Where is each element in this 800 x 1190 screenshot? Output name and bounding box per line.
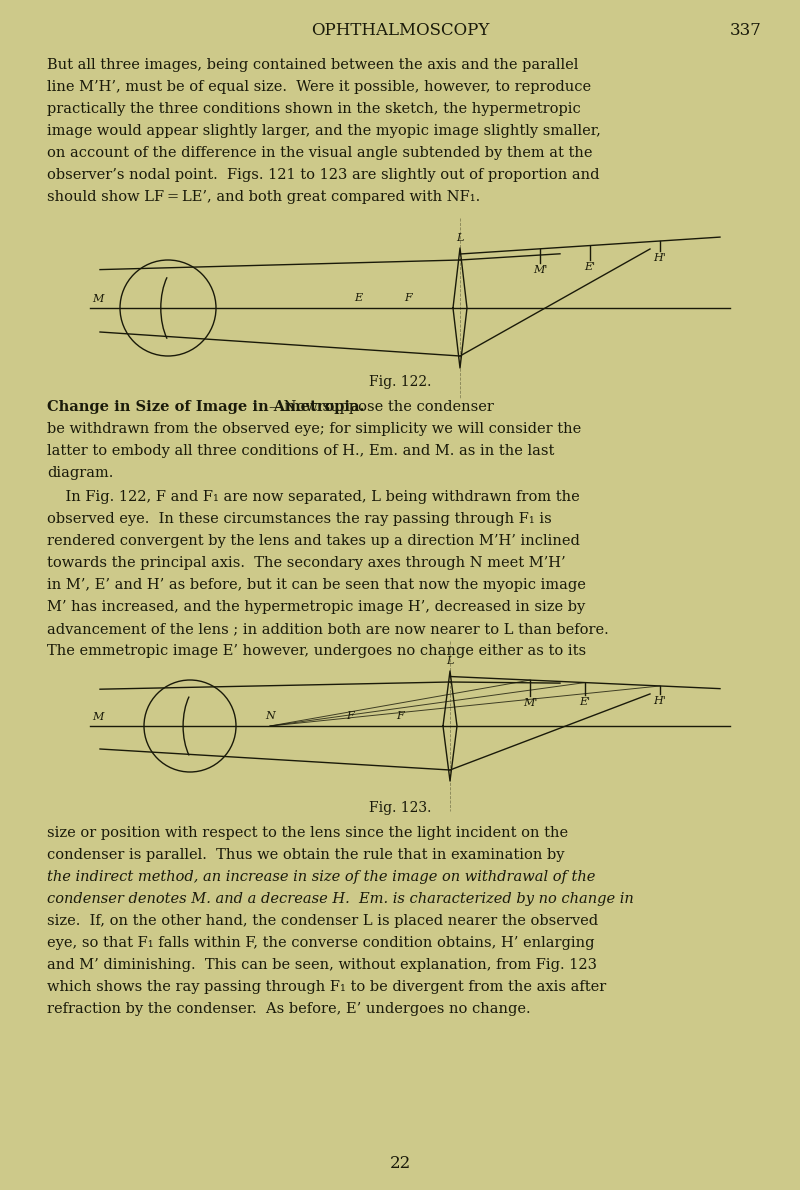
Text: F: F (346, 710, 354, 721)
Text: be withdrawn from the observed eye; for simplicity we will consider the: be withdrawn from the observed eye; for … (47, 422, 582, 436)
Text: In Fig. 122, F and F₁ are now separated, L being withdrawn from the: In Fig. 122, F and F₁ are now separated,… (47, 490, 580, 505)
Text: size or position with respect to the lens since the light incident on the: size or position with respect to the len… (47, 826, 568, 840)
Text: line M’H’, must be of equal size.  Were it possible, however, to reproduce: line M’H’, must be of equal size. Were i… (47, 80, 591, 94)
Text: condenser denotes M. and a decrease H.  Em. is characterized by no change in: condenser denotes M. and a decrease H. E… (47, 892, 634, 906)
Text: Fig. 122.: Fig. 122. (369, 375, 431, 389)
Text: and M’ diminishing.  This can be seen, without explanation, from Fig. 123: and M’ diminishing. This can be seen, wi… (47, 958, 597, 972)
Text: E': E' (585, 262, 595, 271)
Text: E: E (354, 293, 362, 303)
Text: But all three images, being contained between the axis and the parallel: But all three images, being contained be… (47, 58, 578, 73)
Text: in M’, E’ and H’ as before, but it can be seen that now the myopic image: in M’, E’ and H’ as before, but it can b… (47, 578, 586, 591)
Text: M’ has increased, and the hypermetropic image H’, decreased in size by: M’ has increased, and the hypermetropic … (47, 600, 586, 614)
Text: Fig. 123.: Fig. 123. (369, 801, 431, 815)
Text: size.  If, on the other hand, the condenser L is placed nearer the observed: size. If, on the other hand, the condens… (47, 914, 598, 928)
Text: condenser is parallel.  Thus we obtain the rule that in examination by: condenser is parallel. Thus we obtain th… (47, 848, 565, 862)
Text: E': E' (579, 696, 590, 707)
Text: on account of the difference in the visual angle subtended by them at the: on account of the difference in the visu… (47, 146, 593, 159)
Text: M: M (92, 294, 103, 303)
Text: should show LF = LE’, and both great compared with NF₁.: should show LF = LE’, and both great com… (47, 190, 480, 203)
Text: eye, so that F₁ falls within F, the converse condition obtains, H’ enlarging: eye, so that F₁ falls within F, the conv… (47, 937, 594, 950)
Text: OPHTHALMOSCOPY: OPHTHALMOSCOPY (311, 21, 489, 39)
Text: L: L (446, 656, 454, 666)
Text: F: F (396, 710, 404, 721)
Text: latter to embody all three conditions of H., Em. and M. as in the last: latter to embody all three conditions of… (47, 444, 554, 458)
Text: image would appear slightly larger, and the myopic image slightly smaller,: image would appear slightly larger, and … (47, 124, 601, 138)
Text: M': M' (523, 699, 537, 708)
Text: observer’s nodal point.  Figs. 121 to 123 are slightly out of proportion and: observer’s nodal point. Figs. 121 to 123… (47, 168, 599, 182)
Text: which shows the ray passing through F₁ to be divergent from the axis after: which shows the ray passing through F₁ t… (47, 981, 606, 994)
Text: F: F (404, 293, 412, 303)
Text: practically the three conditions shown in the sketch, the hypermetropic: practically the three conditions shown i… (47, 102, 581, 115)
Text: diagram.: diagram. (47, 466, 114, 480)
Text: H': H' (654, 253, 666, 263)
Text: refraction by the condenser.  As before, E’ undergoes no change.: refraction by the condenser. As before, … (47, 1002, 530, 1016)
Text: M': M' (533, 265, 547, 275)
Text: —Now suppose the condenser: —Now suppose the condenser (269, 400, 494, 414)
Text: observed eye.  In these circumstances the ray passing through F₁ is: observed eye. In these circumstances the… (47, 512, 552, 526)
Text: the indirect method, an increase in size of the image on withdrawal of the: the indirect method, an increase in size… (47, 870, 595, 884)
Text: L: L (456, 233, 464, 243)
Text: Change in Size of Image in Ametropia.: Change in Size of Image in Ametropia. (47, 400, 365, 414)
Text: advancement of the lens ; in addition both are now nearer to L than before.: advancement of the lens ; in addition bo… (47, 622, 609, 635)
Text: 337: 337 (730, 21, 762, 39)
Text: towards the principal axis.  The secondary axes through N meet M’H’: towards the principal axis. The secondar… (47, 556, 566, 570)
Text: H': H' (654, 696, 666, 706)
Text: M: M (92, 712, 103, 722)
Text: The emmetropic image E’ however, undergoes no change either as to its: The emmetropic image E’ however, undergo… (47, 644, 586, 658)
Text: 22: 22 (390, 1155, 410, 1172)
Text: rendered convergent by the lens and takes up a direction M’H’ inclined: rendered convergent by the lens and take… (47, 534, 580, 549)
Text: N: N (265, 710, 275, 721)
